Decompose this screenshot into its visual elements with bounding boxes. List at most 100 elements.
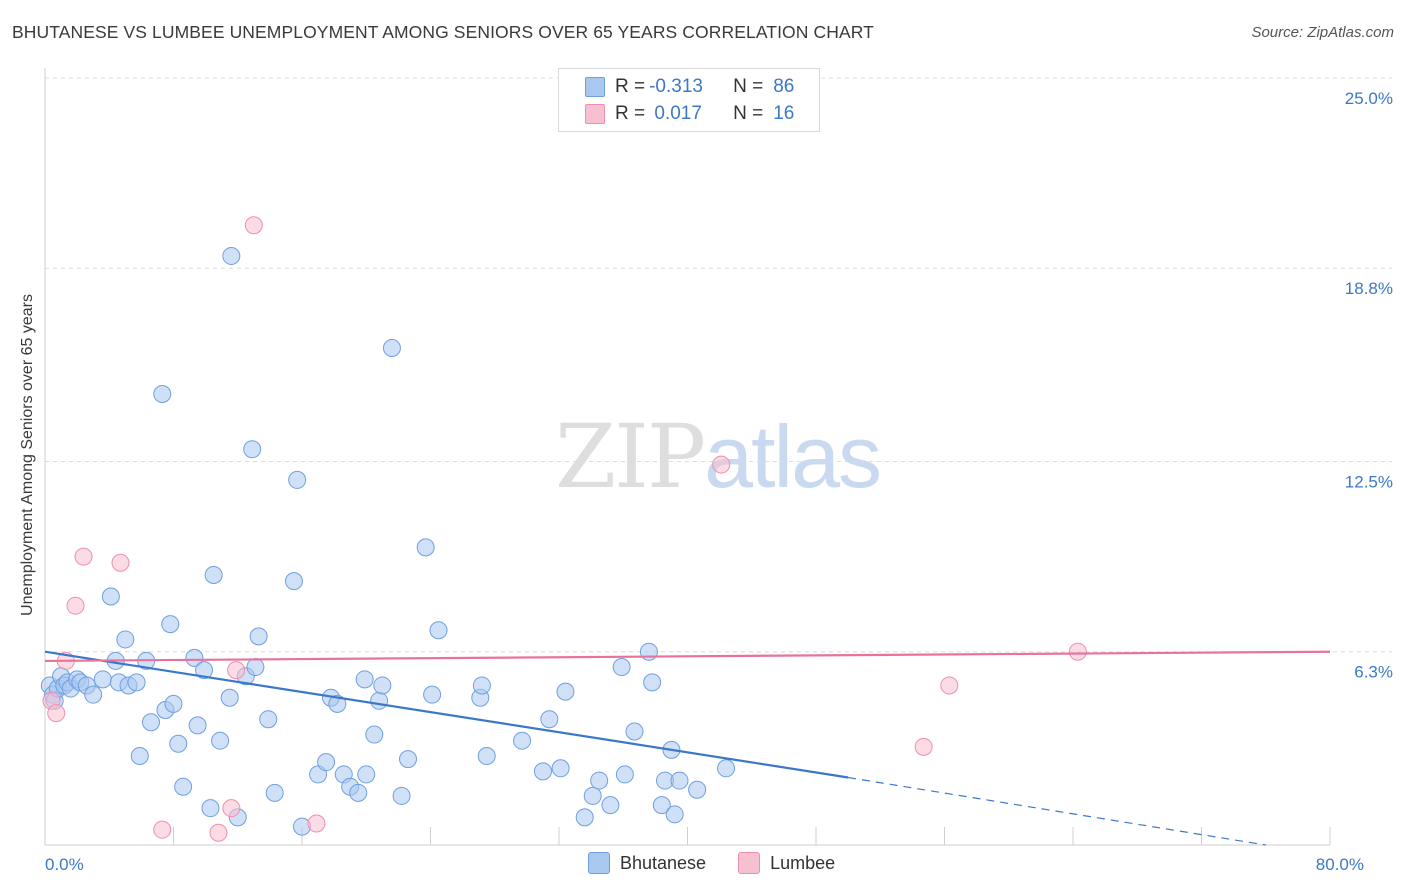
point-lumbee: [222, 799, 241, 818]
y-tick-label: 18.8%: [1345, 279, 1393, 298]
point-bhutanese: [625, 722, 644, 741]
point-bhutanese: [429, 621, 448, 640]
point-bhutanese: [328, 694, 347, 713]
point-lumbee: [1068, 642, 1087, 661]
point-lumbee: [227, 661, 246, 680]
point-bhutanese: [265, 783, 284, 802]
trendline-lumbee: [44, 650, 1331, 663]
point-lumbee: [111, 553, 130, 572]
legend-row-lumbee: R = 0.017 N = 16: [585, 103, 794, 125]
point-bhutanese: [201, 799, 220, 818]
point-bhutanese: [665, 805, 684, 824]
point-bhutanese: [211, 731, 230, 750]
point-bhutanese: [533, 762, 552, 781]
point-bhutanese: [288, 470, 307, 489]
point-bhutanese: [643, 673, 662, 692]
point-bhutanese: [349, 783, 368, 802]
point-bhutanese: [575, 808, 594, 827]
point-lumbee: [66, 596, 85, 615]
point-lumbee: [47, 704, 66, 723]
point-bhutanese: [101, 587, 120, 606]
trendline-bhutanese: [44, 650, 849, 779]
point-bhutanese: [357, 765, 376, 784]
watermark: ZIPatlas: [555, 405, 882, 508]
series-legend-bhutanese: Bhutanese: [588, 852, 706, 874]
point-bhutanese: [222, 246, 241, 265]
point-bhutanese: [365, 725, 384, 744]
point-bhutanese: [556, 682, 575, 701]
y-tick-label: 25.0%: [1345, 89, 1393, 108]
legend-n-label: N =: [733, 76, 764, 97]
series-swatch-bhutanese: [588, 852, 610, 874]
point-lumbee: [712, 455, 731, 474]
series-legend-lumbee: Lumbee: [738, 852, 835, 874]
legend-r-value: 0.017: [649, 103, 702, 124]
chart-title: BHUTANESE VS LUMBEE UNEMPLOYMENT AMONG S…: [12, 22, 874, 42]
point-bhutanese: [220, 688, 239, 707]
point-lumbee: [307, 814, 326, 833]
legend-r-label: R =: [615, 103, 646, 124]
point-bhutanese: [249, 627, 268, 646]
point-bhutanese: [370, 691, 389, 710]
point-lumbee: [940, 676, 959, 695]
legend-n-value: 86: [773, 76, 795, 97]
legend-n-label: N =: [733, 103, 764, 124]
point-bhutanese: [161, 615, 180, 634]
point-bhutanese: [717, 759, 736, 778]
source-label: Source: ZipAtlas.com: [1251, 24, 1394, 41]
trendline-extension-bhutanese: [848, 776, 1266, 846]
legend-swatch-bhutanese: [585, 77, 605, 97]
point-bhutanese: [243, 440, 262, 459]
point-bhutanese: [164, 694, 183, 713]
point-bhutanese: [259, 710, 278, 729]
point-bhutanese: [153, 385, 172, 404]
point-bhutanese: [93, 670, 112, 689]
point-lumbee: [244, 216, 263, 235]
point-bhutanese: [130, 747, 149, 766]
point-bhutanese: [284, 572, 303, 591]
x-tick-label: 0.0%: [45, 855, 84, 874]
point-bhutanese: [540, 710, 559, 729]
point-bhutanese: [615, 765, 634, 784]
point-lumbee: [153, 820, 172, 839]
point-bhutanese: [670, 771, 689, 790]
point-bhutanese: [652, 796, 671, 815]
point-bhutanese: [392, 786, 411, 805]
point-bhutanese: [246, 658, 265, 677]
point-bhutanese: [551, 759, 570, 778]
point-bhutanese: [169, 734, 188, 753]
y-tick-label: 12.5%: [1345, 473, 1393, 492]
point-bhutanese: [142, 713, 161, 732]
point-bhutanese: [583, 786, 602, 805]
point-lumbee: [74, 547, 93, 566]
x-tick-label: 80.0%: [1316, 855, 1364, 874]
point-bhutanese: [590, 771, 609, 790]
series-label-lumbee: Lumbee: [770, 852, 836, 873]
point-bhutanese: [188, 716, 207, 735]
point-bhutanese: [601, 796, 620, 815]
point-lumbee: [209, 823, 228, 842]
point-bhutanese: [204, 566, 223, 585]
point-bhutanese: [688, 780, 707, 799]
point-bhutanese: [416, 538, 435, 557]
point-bhutanese: [513, 731, 532, 750]
series-label-bhutanese: Bhutanese: [620, 852, 707, 873]
point-lumbee: [914, 737, 933, 756]
point-bhutanese: [127, 673, 146, 692]
point-bhutanese: [185, 648, 204, 667]
legend-row-bhutanese: R = -0.313 N = 86: [585, 76, 794, 98]
legend-r-value: -0.313: [649, 76, 703, 97]
series-swatch-lumbee: [738, 852, 761, 874]
point-bhutanese: [195, 661, 214, 680]
point-bhutanese: [373, 676, 392, 695]
point-bhutanese: [116, 630, 135, 649]
point-bhutanese: [84, 685, 103, 704]
point-bhutanese: [612, 658, 631, 677]
point-bhutanese: [423, 685, 442, 704]
point-bhutanese: [355, 670, 374, 689]
legend-r-label: R =: [615, 76, 646, 97]
point-bhutanese: [472, 676, 491, 695]
point-bhutanese: [317, 753, 336, 772]
legend-swatch-lumbee: [585, 104, 605, 124]
